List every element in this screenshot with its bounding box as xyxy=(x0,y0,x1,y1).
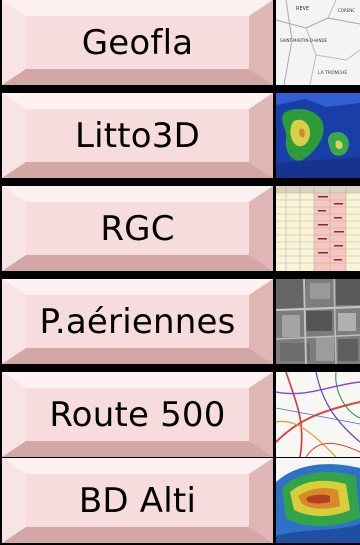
layer-row-litto3d: Litto3D xyxy=(0,93,360,178)
p-aeriennes-label: P.aériennes xyxy=(39,301,236,342)
bd-alti-button[interactable]: BD Alti xyxy=(2,458,273,543)
bevel-frame xyxy=(2,0,273,85)
elevation-icon xyxy=(276,458,360,543)
svg-text:SAINT-MARTIN-D-HINDE: SAINT-MARTIN-D-HINDE xyxy=(280,38,328,43)
route-500-button[interactable]: Route 500 xyxy=(2,372,273,457)
bevel-frame xyxy=(2,279,273,364)
layer-row-route-500: Route 500 xyxy=(0,372,360,457)
road-map-icon xyxy=(276,372,360,457)
rgc-label: RGC xyxy=(100,208,175,249)
layer-row-geofla: Geofla REVE CORENC SAINT-MARTIN-D-HINDE … xyxy=(0,0,360,85)
route-500-label: Route 500 xyxy=(49,394,226,435)
geofla-label: Geofla xyxy=(81,22,194,63)
layer-row-p-aeriennes: P.aériennes xyxy=(0,279,360,364)
terrain-icon xyxy=(276,93,360,178)
rgc-button[interactable]: RGC xyxy=(2,186,273,271)
svg-text:CORENC: CORENC xyxy=(338,8,355,13)
p-aeriennes-button[interactable]: P.aériennes xyxy=(2,279,273,364)
geofla-button[interactable]: Geofla xyxy=(2,0,273,85)
svg-text:LA TRONCHE: LA TRONCHE xyxy=(318,70,347,76)
bevel-frame xyxy=(2,372,273,457)
layer-row-bd-alti: BD Alti xyxy=(0,458,360,543)
bevel-frame xyxy=(2,186,273,271)
bevel-frame xyxy=(2,458,273,543)
aerial-photo-icon xyxy=(276,279,360,364)
litto3d-button[interactable]: Litto3D xyxy=(2,93,273,178)
svg-text:REVE: REVE xyxy=(296,6,309,12)
layer-row-rgc: RGC xyxy=(0,186,360,271)
litto3d-label: Litto3D xyxy=(74,115,201,156)
bevel-frame xyxy=(2,93,273,178)
map-icon: REVE CORENC SAINT-MARTIN-D-HINDE LA TRON… xyxy=(276,0,360,85)
spreadsheet-icon xyxy=(276,186,360,271)
bd-alti-label: BD Alti xyxy=(78,480,197,521)
